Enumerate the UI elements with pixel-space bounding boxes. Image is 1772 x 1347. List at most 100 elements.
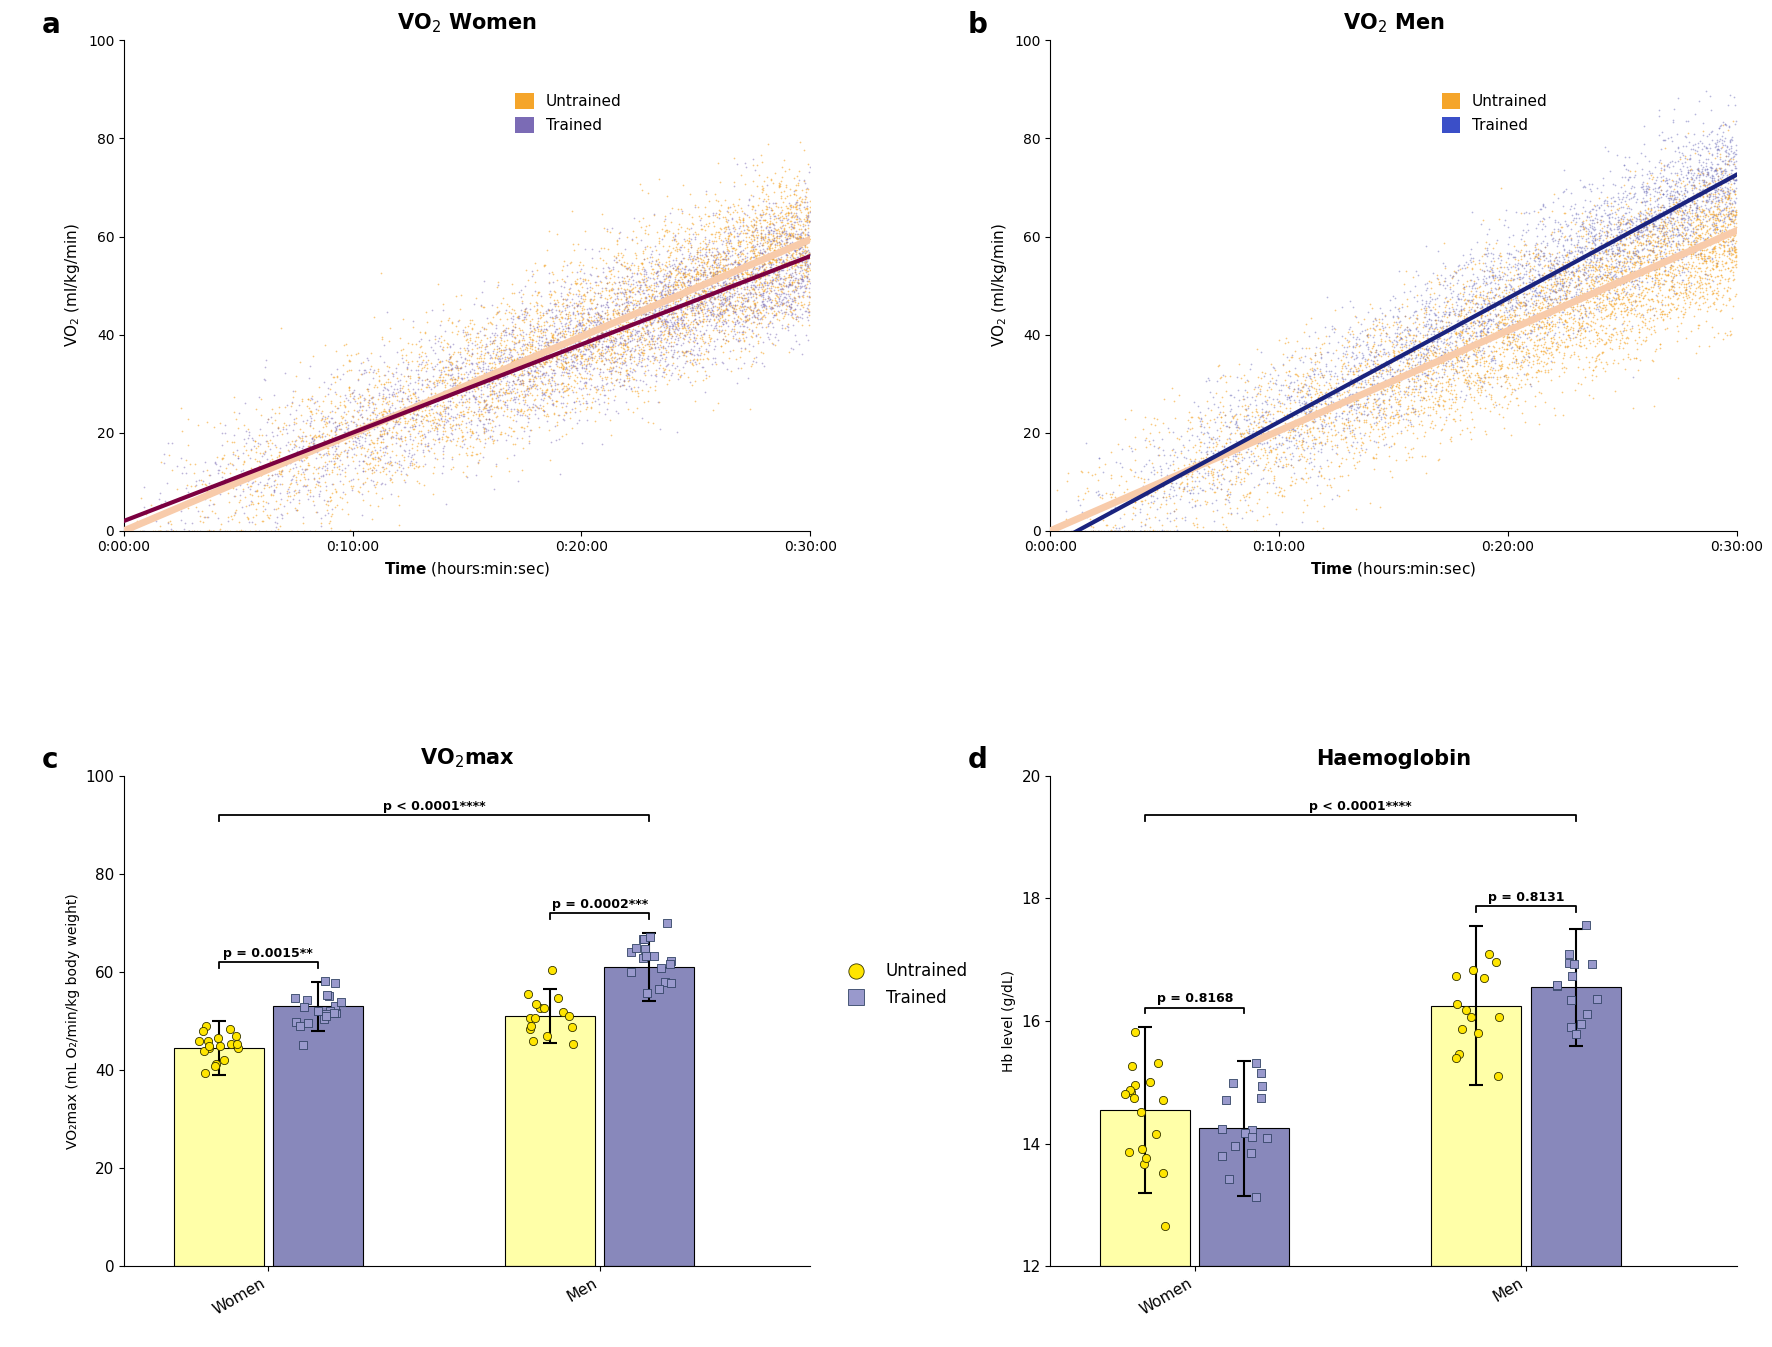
Point bbox=[1508, 265, 1536, 287]
Point bbox=[588, 330, 617, 352]
Point bbox=[480, 383, 509, 404]
Point bbox=[1574, 306, 1602, 327]
Point bbox=[206, 520, 234, 541]
Point bbox=[1579, 360, 1607, 381]
Point bbox=[551, 296, 579, 318]
Point bbox=[640, 288, 668, 310]
Point bbox=[1230, 427, 1258, 449]
Point bbox=[404, 366, 432, 388]
Point bbox=[503, 306, 532, 327]
Point bbox=[1171, 447, 1200, 469]
Point bbox=[1439, 384, 1467, 405]
Point bbox=[424, 414, 452, 435]
Point bbox=[1676, 319, 1705, 341]
Point bbox=[618, 282, 647, 303]
Point bbox=[618, 263, 647, 284]
Point bbox=[1449, 298, 1478, 319]
Point bbox=[792, 265, 820, 287]
Point bbox=[764, 240, 792, 261]
Point bbox=[700, 257, 728, 279]
Point bbox=[796, 210, 824, 232]
Point bbox=[1593, 306, 1621, 327]
Point bbox=[1646, 186, 1675, 207]
Point bbox=[195, 519, 223, 540]
Point bbox=[1538, 221, 1566, 242]
Point bbox=[1434, 302, 1462, 323]
Point bbox=[519, 1030, 548, 1052]
Point bbox=[666, 251, 695, 272]
Point bbox=[679, 339, 707, 361]
Point bbox=[193, 506, 222, 528]
Point bbox=[719, 300, 748, 322]
Point bbox=[781, 174, 810, 195]
Point bbox=[723, 265, 751, 287]
Point bbox=[604, 302, 633, 323]
Point bbox=[553, 379, 581, 400]
Point bbox=[750, 220, 778, 241]
Point bbox=[574, 329, 602, 350]
Point bbox=[563, 339, 592, 361]
Point bbox=[700, 202, 728, 224]
Point bbox=[1712, 259, 1740, 280]
Point bbox=[1435, 288, 1464, 310]
Point bbox=[1350, 381, 1379, 403]
Point bbox=[1614, 275, 1643, 296]
Point bbox=[1598, 242, 1627, 264]
Point bbox=[1611, 259, 1639, 280]
Point bbox=[1395, 374, 1423, 396]
Point bbox=[1627, 252, 1655, 273]
Point bbox=[315, 512, 344, 533]
Point bbox=[1393, 342, 1421, 364]
Point bbox=[1111, 1083, 1139, 1105]
Point bbox=[1648, 194, 1676, 216]
Point bbox=[361, 397, 390, 419]
Point bbox=[1345, 393, 1373, 415]
Point bbox=[1613, 296, 1641, 318]
Point bbox=[645, 310, 673, 331]
Point bbox=[776, 294, 804, 315]
Point bbox=[542, 304, 571, 326]
Point bbox=[551, 271, 579, 292]
Point bbox=[1653, 294, 1682, 315]
Point bbox=[711, 333, 739, 354]
Point bbox=[666, 307, 695, 329]
Point bbox=[411, 424, 439, 446]
Point bbox=[1239, 520, 1267, 541]
Point bbox=[1535, 342, 1563, 364]
Point bbox=[1659, 230, 1687, 252]
Point bbox=[735, 240, 764, 261]
Point bbox=[764, 218, 792, 240]
Point bbox=[1719, 210, 1747, 232]
Point bbox=[721, 267, 750, 288]
Point bbox=[1483, 360, 1512, 381]
Point bbox=[1628, 311, 1657, 333]
Point bbox=[1632, 276, 1660, 298]
Point bbox=[1708, 125, 1737, 147]
Point bbox=[595, 267, 624, 288]
Point bbox=[431, 408, 459, 430]
Point bbox=[780, 259, 808, 280]
Point bbox=[640, 257, 668, 279]
Point bbox=[1664, 233, 1692, 255]
Point bbox=[1706, 300, 1735, 322]
Point bbox=[1662, 182, 1690, 203]
Point bbox=[321, 478, 349, 500]
Point bbox=[711, 220, 739, 241]
Point bbox=[392, 434, 420, 455]
Point bbox=[636, 313, 664, 334]
Point bbox=[686, 287, 714, 308]
Point bbox=[363, 496, 392, 517]
Point bbox=[1659, 275, 1687, 296]
Point bbox=[1487, 357, 1515, 379]
Point bbox=[1363, 396, 1391, 418]
Point bbox=[1402, 346, 1430, 368]
Point bbox=[1382, 345, 1411, 366]
Point bbox=[532, 405, 560, 427]
Point bbox=[1563, 290, 1591, 311]
Point bbox=[1106, 488, 1134, 509]
Point bbox=[1230, 447, 1258, 469]
Point bbox=[1675, 205, 1703, 226]
Point bbox=[473, 373, 501, 395]
Point bbox=[1600, 380, 1628, 401]
Point bbox=[174, 497, 202, 519]
